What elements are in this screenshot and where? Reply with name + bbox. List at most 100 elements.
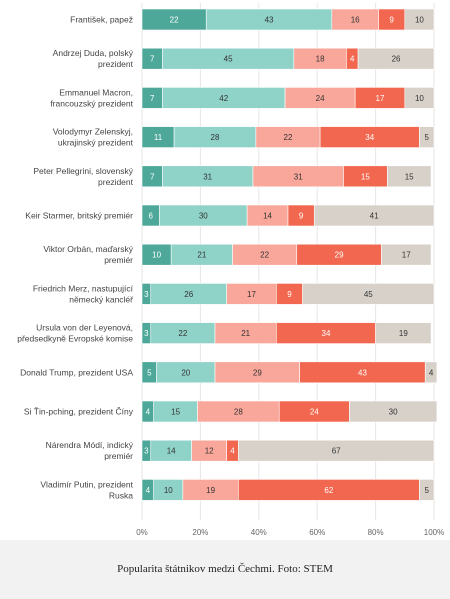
category-label: Ursula von der Leyenová, předsedkyně Evro… xyxy=(17,323,133,344)
data-label: 5 xyxy=(424,486,429,495)
data-label: 9 xyxy=(299,212,304,221)
category-label-line: německý kancléř xyxy=(69,294,133,304)
category-label-line: Donald Trump, prezident USA xyxy=(20,367,133,377)
category-label-line: premiér xyxy=(104,451,133,461)
x-tick-label: 40% xyxy=(251,528,267,537)
category-label: Vladimír Putin, prezident Ruska xyxy=(40,479,133,500)
data-label: 17 xyxy=(402,251,411,260)
category-label: Donald Trump, prezident USA xyxy=(20,367,133,377)
category-label-line: Nárendra Módí, indický xyxy=(46,440,134,450)
category-label-line: Vladimír Putin, prezident xyxy=(40,479,133,489)
data-label: 43 xyxy=(265,16,274,25)
data-label: 15 xyxy=(171,408,180,417)
data-label: 16 xyxy=(351,16,360,25)
data-label: 62 xyxy=(324,486,333,495)
data-label: 45 xyxy=(364,290,373,299)
category-label-line: Emmanuel Macron, xyxy=(59,87,133,97)
data-label: 31 xyxy=(203,172,212,181)
data-label: 17 xyxy=(376,94,385,103)
data-label: 31 xyxy=(294,172,303,181)
data-label: 10 xyxy=(152,251,161,260)
category-label: Viktor Orbán, maďarský premiér xyxy=(43,244,133,265)
x-tick-label: 80% xyxy=(368,528,384,537)
data-label: 4 xyxy=(230,447,235,456)
data-label: 28 xyxy=(211,133,220,142)
data-label: 30 xyxy=(389,408,398,417)
bar-segment xyxy=(313,204,435,227)
category-label-line: Viktor Orbán, maďarský xyxy=(43,244,133,254)
category-label-line: Volodymyr Zelenskyj, xyxy=(53,127,133,137)
data-label: 3 xyxy=(144,329,149,338)
bar-segment xyxy=(357,47,435,70)
x-tick-label: 60% xyxy=(309,528,325,537)
bar-segment xyxy=(302,283,435,305)
category-label-line: prezident xyxy=(98,177,134,187)
category-label: Friedrich Merz, nastupující německý kancl… xyxy=(33,283,134,304)
category-label-line: Ruska xyxy=(109,490,133,500)
bar-segment xyxy=(349,400,438,423)
category-label-line: Friedrich Merz, nastupující xyxy=(33,283,134,293)
bar-segment xyxy=(404,87,435,109)
bar-segment xyxy=(419,126,435,148)
x-tick-label: 100% xyxy=(424,528,444,537)
data-label: 10 xyxy=(415,16,424,25)
category-label: Nárendra Módí, indický premiér xyxy=(46,440,134,461)
bar-segment xyxy=(381,243,432,266)
bar-segment xyxy=(386,165,432,188)
image-caption: Popularita štátnikov medzi Čechmi. Foto:… xyxy=(117,563,333,575)
data-label: 7 xyxy=(150,94,155,103)
data-label: 67 xyxy=(332,447,341,456)
bar-segment xyxy=(419,479,435,501)
data-label: 24 xyxy=(316,94,325,103)
data-label: 6 xyxy=(149,212,154,221)
data-label: 15 xyxy=(405,172,414,181)
data-label: 18 xyxy=(316,55,325,64)
category-label-line: ukrajinský prezident xyxy=(58,138,134,148)
data-label: 26 xyxy=(392,55,401,64)
data-label: 10 xyxy=(415,94,424,103)
data-label: 5 xyxy=(424,133,429,142)
data-label: 19 xyxy=(206,486,215,495)
chart-area: 0% 20% 40% 60% 80% 100% František, papež Andrze… xyxy=(17,3,445,537)
data-label: 7 xyxy=(150,172,155,181)
category-label-line: prezident xyxy=(98,59,134,69)
category-label-line: František, papež xyxy=(70,15,133,25)
category-label-line: francouzský prezident xyxy=(50,98,133,108)
data-label: 24 xyxy=(310,408,319,417)
data-label: 30 xyxy=(199,212,208,221)
data-label: 4 xyxy=(146,408,151,417)
data-label: 14 xyxy=(263,212,272,221)
category-label-line: předsedkyně Evropské komise xyxy=(17,334,133,344)
data-label: 34 xyxy=(322,329,331,338)
data-label: 21 xyxy=(241,329,250,338)
data-label: 4 xyxy=(350,55,355,64)
category-label-line: Si Ťin-pching, prezident Číny xyxy=(24,407,134,417)
category-label-line: Ursula von der Leyenová, xyxy=(36,323,133,333)
data-label: 20 xyxy=(181,368,190,377)
data-label: 34 xyxy=(365,133,374,142)
data-label: 21 xyxy=(197,251,206,260)
data-label: 22 xyxy=(284,133,293,142)
category-label: Volodymyr Zelenskyj, ukrajinský prezident xyxy=(53,127,134,148)
data-label: 7 xyxy=(150,55,155,64)
data-label: 19 xyxy=(399,329,408,338)
stacked-bar-chart: 0% 20% 40% 60% 80% 100% František, papež Andrze… xyxy=(17,3,444,537)
category-label: František, papež xyxy=(70,15,133,25)
data-label: 22 xyxy=(178,329,187,338)
data-label: 3 xyxy=(144,447,149,456)
data-label: 4 xyxy=(146,486,151,495)
data-label: 3 xyxy=(144,290,149,299)
caption-band: Popularita štátnikov medzi Čechmi. Foto:… xyxy=(0,540,450,599)
x-tick-label: 0% xyxy=(136,528,148,537)
category-label-line: Keir Starmer, britský premiér xyxy=(25,211,133,221)
data-label: 9 xyxy=(389,16,394,25)
data-label: 22 xyxy=(260,251,269,260)
data-label: 15 xyxy=(361,172,370,181)
data-label: 43 xyxy=(358,368,367,377)
data-label: 22 xyxy=(170,16,179,25)
data-label: 42 xyxy=(219,94,228,103)
bar-segment xyxy=(375,322,432,344)
data-label: 10 xyxy=(164,486,173,495)
category-label: Emmanuel Macron, francouzský prezident xyxy=(50,87,133,108)
data-label: 11 xyxy=(154,133,163,142)
